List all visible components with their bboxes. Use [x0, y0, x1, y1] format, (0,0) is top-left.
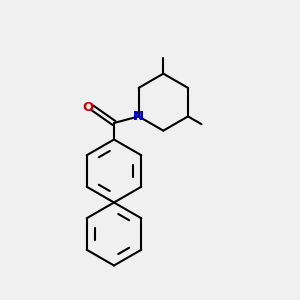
- Text: N: N: [133, 110, 144, 123]
- Text: O: O: [83, 101, 94, 114]
- Text: N: N: [133, 110, 144, 123]
